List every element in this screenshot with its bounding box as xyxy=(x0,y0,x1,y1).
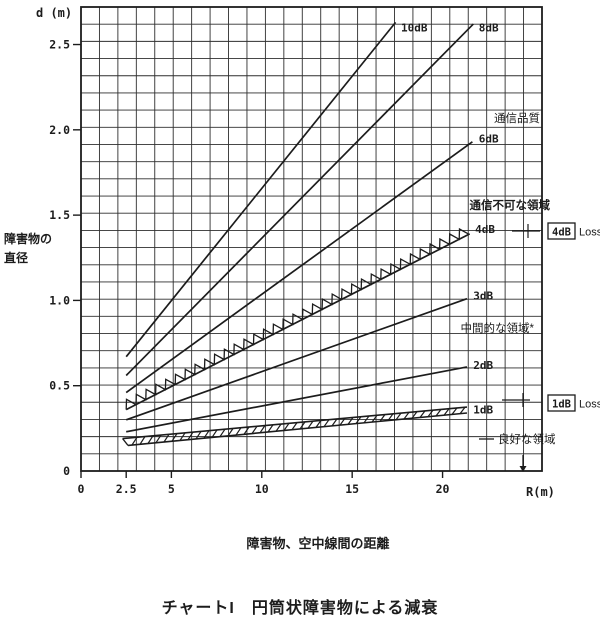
attenuation-chart-svg: 0 2.5 5 10 15 20 0 0.5 1.0 1.5 2.0 2.5 d (m) R(m) 障害物の… xyxy=(4,6,600,551)
region-arrow-head xyxy=(519,466,527,472)
x-axis-unit-label: R(m) xyxy=(526,485,555,499)
y-tick-label: 0 xyxy=(63,464,70,478)
x-tick-label: 10 xyxy=(255,482,269,496)
y-axis-title-line1: 障害物の xyxy=(4,231,52,246)
region-label-1: 通信不可な領域 xyxy=(470,198,551,212)
x-tick-label: 0 xyxy=(78,482,85,496)
y-tick-label: 1.5 xyxy=(49,208,70,222)
series-line-6dB xyxy=(125,141,473,394)
loss-box-label-4dB: 4dB xyxy=(552,227,571,239)
y-tick-label: 2.0 xyxy=(49,123,70,137)
series-line-10dB xyxy=(125,21,397,358)
loss-box-4dB xyxy=(547,222,576,240)
x-axis-title: 障害物、空中線間の距離 xyxy=(246,536,389,551)
region-label-0: 通信品質 xyxy=(494,111,540,125)
series-line-3dB xyxy=(125,297,468,421)
attenuation-chart-figure: 0 2.5 5 10 15 20 0 0.5 1.0 1.5 2.0 2.5 d (m) R(m) 障害物の… xyxy=(4,6,600,551)
series-zigzag-4dB xyxy=(125,227,470,410)
y-axis-unit-label: d (m) xyxy=(36,6,72,20)
series-label-8dB: 8dB xyxy=(479,21,499,34)
x-tick-label: 15 xyxy=(345,482,359,496)
series-band-bottom-1dB xyxy=(127,412,468,447)
x-tick-label: 20 xyxy=(436,482,450,496)
series-label-6dB: 6dB xyxy=(479,132,499,145)
loss-suffix-1dB: Loss xyxy=(579,399,600,411)
series-label-4dB: 4dB xyxy=(475,223,495,236)
series-line-8dB xyxy=(125,23,474,377)
region-label-3: 良好な領域 xyxy=(498,432,556,446)
x-tick-label: 2.5 xyxy=(116,482,137,496)
x-tick-label: 5 xyxy=(168,482,175,496)
loss-suffix-4dB: Loss xyxy=(579,227,600,239)
region-label-2: 中間的な領域* xyxy=(461,321,535,335)
y-tick-label: 0.5 xyxy=(49,379,70,393)
series-line-4dB xyxy=(125,233,471,411)
y-tick-label: 2.5 xyxy=(49,38,70,52)
figure-caption: チャートI 円筒状障害物による減衰 xyxy=(161,600,439,617)
loss-box-1dB xyxy=(547,394,576,412)
series-hatch-1dB xyxy=(131,406,466,446)
series-band-cap-1dB xyxy=(122,438,129,446)
series-label-1dB: 1dB xyxy=(473,404,493,417)
series-label-10dB: 10dB xyxy=(401,21,428,34)
plot-border xyxy=(80,6,543,472)
series-label-3dB: 3dB xyxy=(473,289,493,302)
loss-box-label-1dB: 1dB xyxy=(552,399,571,411)
series-band-top-1dB xyxy=(122,406,468,440)
series-line-2dB xyxy=(126,366,468,433)
y-tick-label: 1.0 xyxy=(49,293,70,307)
series-label-2dB: 2dB xyxy=(473,359,493,372)
y-axis-title-line2: 直径 xyxy=(4,250,28,265)
